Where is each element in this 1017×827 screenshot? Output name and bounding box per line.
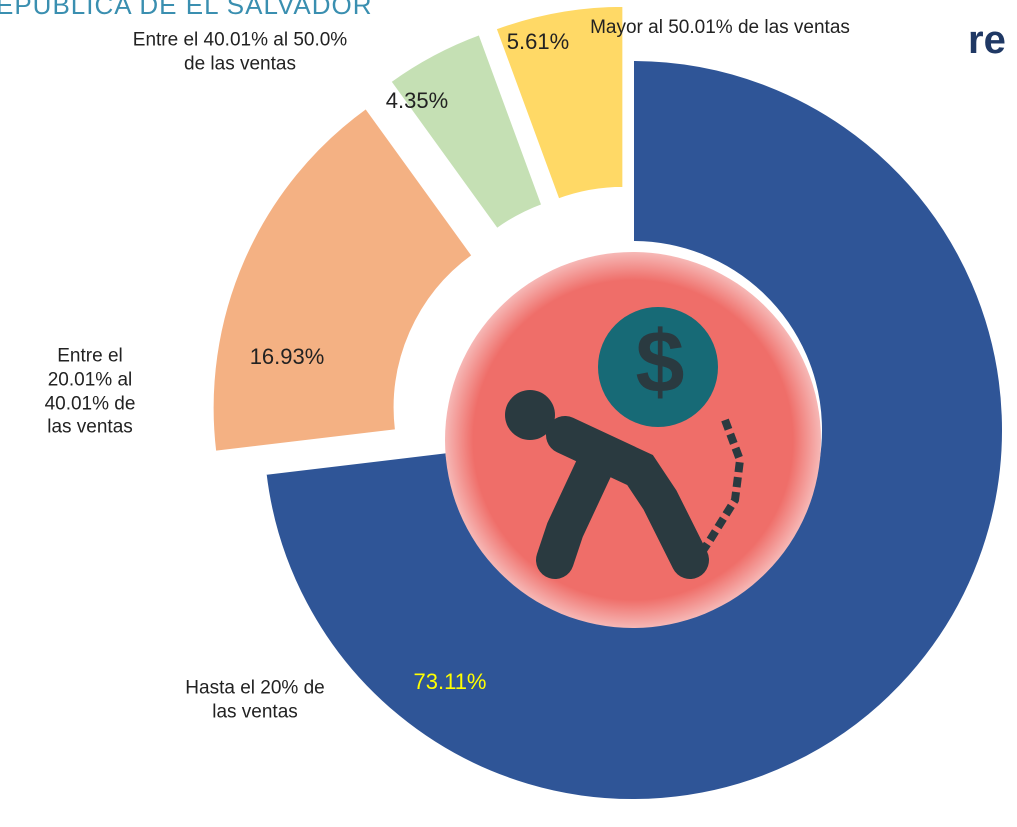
logo-text: EPÚBLICA DE EL SALVADOR [0,0,373,20]
center-circle [445,252,821,628]
chain [686,418,745,573]
segment [389,32,544,231]
segment [494,4,625,201]
value-label: 16.93% [249,344,325,369]
coin [598,307,718,427]
category-label: Entre el 20.01% al 40.01% de las ventas [44,345,136,438]
title-fragment: re [968,18,1006,62]
category-label: Hasta el 20% de las ventas [185,677,325,722]
body [536,416,709,579]
head [505,390,555,440]
value-label: 4.35% [385,88,449,113]
dollar-icon: $ [636,312,685,411]
center-icon: $ [445,252,821,628]
category-label: Entre el 40.01% al 50.0% de las ventas [132,29,348,74]
segment [211,106,474,453]
value-label: 73.11% [413,669,487,694]
value-label: 5.61% [506,29,570,54]
category-label: Mayor al 50.01% de las ventas [590,17,850,39]
segments [211,4,1004,801]
